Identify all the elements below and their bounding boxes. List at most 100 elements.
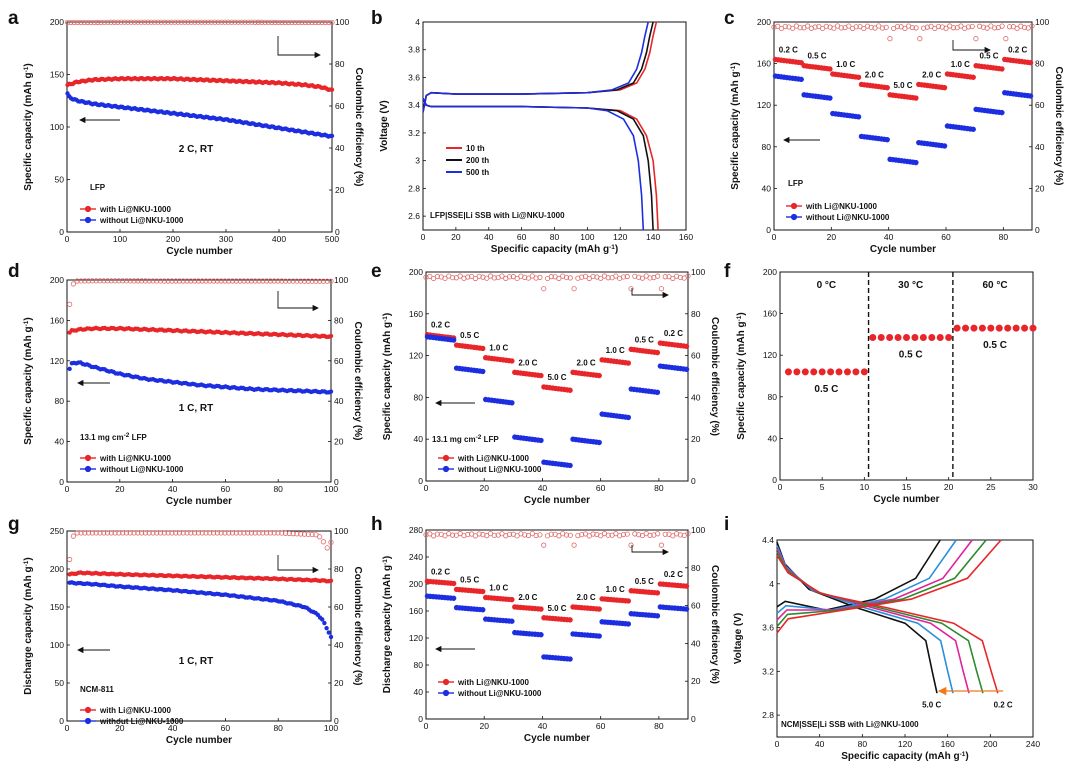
ce-point <box>185 19 191 25</box>
y-axis-title: Specific capacity (mAh g-1) <box>736 312 748 440</box>
ce-point <box>101 530 107 536</box>
ce-point <box>326 19 332 26</box>
ce-point <box>632 531 638 537</box>
plot-frame <box>66 279 332 483</box>
x-tick-label: 0 <box>772 232 777 242</box>
y-tick-label: 0 <box>418 714 423 724</box>
rate-label: 5.0 C <box>922 700 941 709</box>
ce-point <box>271 278 277 284</box>
data-point-with <box>567 387 573 393</box>
data-point-with <box>683 343 690 350</box>
ce-point <box>563 532 570 538</box>
x-tick-label: 120 <box>613 232 627 242</box>
ce-point <box>282 278 289 284</box>
y-tick-label: 3.6 <box>408 72 420 82</box>
ce-point <box>116 530 122 536</box>
ce-point <box>883 24 889 30</box>
y-tick-label: 2.8 <box>762 710 774 720</box>
ce-point <box>846 23 852 29</box>
ce-point <box>319 19 325 26</box>
ce-point <box>141 19 148 25</box>
x-tick-label: 40 <box>484 232 494 242</box>
material-label: LFP <box>90 183 106 192</box>
ce-point <box>556 533 562 539</box>
ce-point <box>285 19 292 26</box>
ce-point <box>146 530 152 536</box>
x-axis-title: Specific capacity (mAh g-1) <box>491 244 619 256</box>
ce-point <box>639 275 646 281</box>
x-tick-label: 160 <box>941 739 955 749</box>
ce-point <box>115 19 121 25</box>
ce-point <box>861 25 867 32</box>
ce-point <box>111 19 117 25</box>
ce-point <box>245 19 251 25</box>
data-point-without <box>683 366 690 373</box>
rate-label: 0.5 C <box>460 575 479 584</box>
ce-point <box>131 278 137 284</box>
data-point <box>877 334 885 342</box>
circle-marker-icon <box>790 213 798 221</box>
ce-point <box>313 278 319 284</box>
rate-label: 5.0 C <box>893 81 912 90</box>
ce-point <box>677 532 684 538</box>
ce-point <box>894 23 900 30</box>
plot-frame <box>773 21 1033 231</box>
ce-point <box>275 278 281 284</box>
y2-tick-label: 100 <box>334 275 348 285</box>
y2-tick-label: 80 <box>691 309 701 319</box>
ce-point <box>214 278 220 284</box>
rate-label: 0.5 C <box>814 384 838 395</box>
ce-point <box>252 19 258 25</box>
ce-point <box>476 273 482 279</box>
data-point-with <box>654 590 661 596</box>
ce-point <box>556 275 562 281</box>
data-point <box>1029 324 1037 332</box>
x-tick-label: 60 <box>596 721 606 731</box>
ce-point <box>457 273 463 279</box>
data-point-with <box>596 372 602 379</box>
legend-label: without Li@NKU-1000 <box>99 717 184 726</box>
ce-point <box>423 274 429 280</box>
data-point-with <box>1027 60 1034 66</box>
panel-i: i 0 40 80 120 160 200 240 2.8 3.2 3.6 4 4.4 Specific … <box>724 514 1040 762</box>
y2-tick-label: 60 <box>691 601 701 611</box>
ce-point <box>89 530 95 536</box>
ce-point <box>228 19 235 25</box>
ce-point <box>571 286 577 292</box>
x-tick-label: 100 <box>324 723 338 733</box>
ce-point <box>262 19 268 25</box>
voltage-curve-discharge <box>423 97 645 230</box>
ce-point <box>89 278 95 284</box>
ce-point <box>242 19 248 25</box>
material-label: 13.1 mg cm-2 LFP <box>432 434 499 445</box>
ce-point <box>935 23 942 30</box>
ce-point <box>506 531 513 537</box>
plot-frame <box>779 271 1034 481</box>
x-axis-title: Cycle number <box>166 735 232 746</box>
y-tick-label: 160 <box>409 606 423 616</box>
ce-point <box>214 530 220 536</box>
rate-label: 0.2 C <box>664 570 683 579</box>
legend-label: with Li@NKU-1000 <box>457 454 529 463</box>
panel-label: h <box>371 514 383 535</box>
x-tick-label: 80 <box>273 723 283 733</box>
data-point-without <box>941 143 948 149</box>
ce-point <box>218 19 225 25</box>
x-tick-label: 80 <box>654 721 664 731</box>
data-point-with <box>683 583 690 589</box>
ce-point <box>70 281 77 287</box>
y2-tick-label: 100 <box>1035 17 1049 27</box>
ce-point <box>950 25 957 31</box>
data-point <box>894 334 902 342</box>
ce-point <box>192 19 198 25</box>
data-point-with <box>480 588 486 595</box>
ce-point <box>1003 36 1009 42</box>
ce-point <box>70 533 77 539</box>
ce-point <box>820 25 826 32</box>
rate-label: 1.0 C <box>606 585 625 594</box>
ce-point <box>838 25 844 31</box>
ce-point <box>237 278 243 284</box>
x-tick-label: 60 <box>221 723 231 733</box>
ce-point <box>628 286 634 292</box>
ce-point <box>188 278 194 284</box>
